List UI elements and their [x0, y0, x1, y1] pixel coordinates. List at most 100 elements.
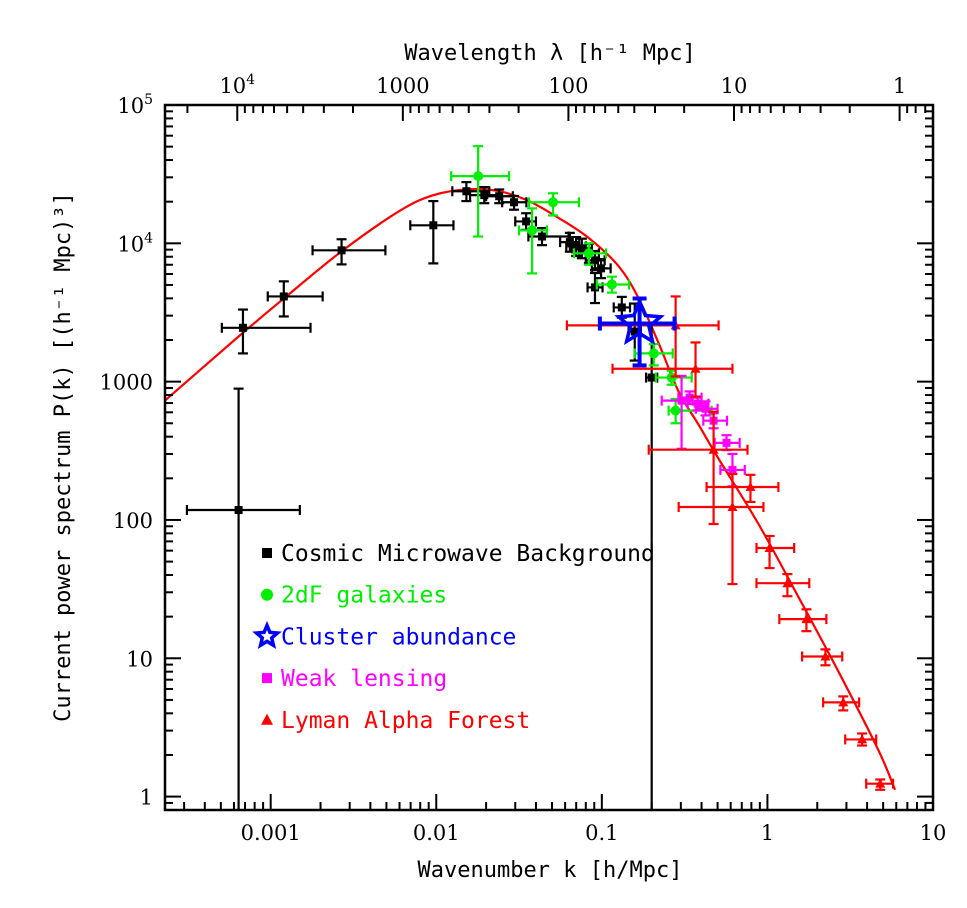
triangle-marker: [764, 542, 775, 552]
square-marker: [701, 404, 710, 413]
legend-label: Cosmic Microwave Background: [281, 541, 655, 567]
data-point: [647, 410, 749, 526]
data-point: [755, 534, 796, 570]
data-point: [822, 695, 861, 712]
circle-marker: [261, 588, 273, 601]
data-point: [450, 145, 511, 238]
y-tick-label: 1: [140, 786, 153, 810]
square-marker: [572, 242, 581, 251]
circle-marker: [606, 279, 617, 290]
circle-marker: [473, 171, 484, 182]
triangle-marker: [801, 614, 812, 624]
square-marker: [685, 393, 694, 402]
y-tick-exponent: 5: [144, 92, 153, 108]
plot-marks: [164, 145, 897, 810]
legend-label: Weak lensing: [281, 666, 447, 692]
triangle-marker: [838, 697, 849, 707]
data-point: [677, 472, 765, 586]
y-tick-base: 10: [117, 94, 144, 118]
circle-marker: [670, 405, 681, 416]
top-tick-label: 1000: [376, 74, 429, 98]
data-point: [755, 573, 811, 598]
y-tick-label: 10: [126, 647, 153, 671]
data-point: [185, 387, 301, 810]
legend-item: Lyman Alpha Forest: [261, 708, 530, 734]
data-point: [713, 434, 741, 452]
top-tick-exponent: 4: [246, 72, 255, 88]
legend-label: Cluster abundance: [281, 624, 516, 650]
y-tick-exponent: 4: [144, 230, 153, 246]
star-marker: [252, 620, 282, 649]
x-tick-label: 10: [920, 821, 947, 845]
data-point: [311, 238, 387, 266]
series-2df-galaxies: [450, 145, 713, 425]
square-marker: [522, 217, 531, 226]
star-marker: [614, 296, 665, 346]
square-marker: [537, 232, 546, 241]
y-tick-label: 100: [113, 509, 153, 533]
top-tick-label: 104: [219, 72, 255, 98]
legend-label: Lyman Alpha Forest: [281, 708, 530, 734]
circle-marker: [666, 372, 677, 383]
x-tick-label: 1: [761, 821, 774, 845]
x-tick-label: 0.01: [413, 821, 460, 845]
legend-item: Cluster abundance: [252, 620, 516, 650]
square-marker: [234, 506, 243, 515]
triangle-marker: [708, 444, 719, 454]
square-marker: [480, 191, 489, 200]
data-point: [865, 778, 895, 791]
y-axis-label: Current power spectrum P(k) [(h⁻¹ Mpc)³]: [51, 192, 76, 722]
data-point: [654, 369, 693, 386]
series-cluster-abundance: [597, 296, 677, 368]
x-axis-label: Wavenumber k [h/Mpc]: [418, 858, 683, 883]
circle-marker: [527, 225, 538, 236]
triangle-marker: [857, 734, 868, 744]
legend-item: 2dF galaxies: [261, 583, 447, 609]
square-marker: [565, 238, 574, 247]
triangle-marker: [261, 713, 273, 725]
square-marker: [630, 327, 639, 336]
square-marker: [577, 244, 586, 253]
y-tick-label: 105: [117, 92, 153, 118]
square-marker: [722, 438, 731, 447]
data-point: [595, 275, 631, 294]
x-tick-label: 0.1: [585, 821, 618, 845]
legend-label: 2dF galaxies: [281, 583, 447, 609]
data-point: [644, 324, 659, 810]
top-tick-label: 100: [548, 74, 588, 98]
data-point: [527, 192, 581, 217]
y-tick-base: 10: [117, 232, 144, 256]
top-axis-label: Wavelength λ [h⁻¹ Mpc]: [404, 41, 695, 66]
data-point: [572, 242, 608, 266]
legend-item: Weak lensing: [262, 666, 447, 692]
square-marker: [262, 548, 272, 558]
data-point: [597, 296, 677, 368]
square-marker: [597, 264, 606, 273]
data-point: [705, 473, 780, 504]
plot-frame: [163, 103, 935, 812]
square-marker: [590, 283, 599, 292]
square-marker: [510, 198, 519, 207]
square-marker: [462, 187, 471, 196]
top-tick-label: 1: [893, 74, 906, 98]
circle-marker: [583, 248, 594, 259]
triangle-marker: [820, 651, 831, 661]
x-tick-label: 0.001: [241, 821, 301, 845]
square-marker: [677, 396, 686, 405]
data-point: [801, 648, 844, 667]
square-marker: [337, 246, 346, 255]
square-marker: [728, 465, 737, 474]
top-tick-label: 10: [721, 74, 748, 98]
data-point: [220, 308, 312, 355]
circle-marker: [547, 197, 558, 208]
triangle-marker: [727, 502, 738, 512]
data-point: [844, 732, 878, 747]
data-point: [409, 199, 455, 265]
triangle-marker: [745, 482, 756, 492]
square-marker: [429, 221, 438, 230]
data-point: [590, 257, 612, 280]
circle-marker: [648, 348, 659, 359]
data-point: [266, 280, 324, 318]
legend: Cosmic Microwave Background 2dF galaxies C…: [252, 541, 655, 734]
